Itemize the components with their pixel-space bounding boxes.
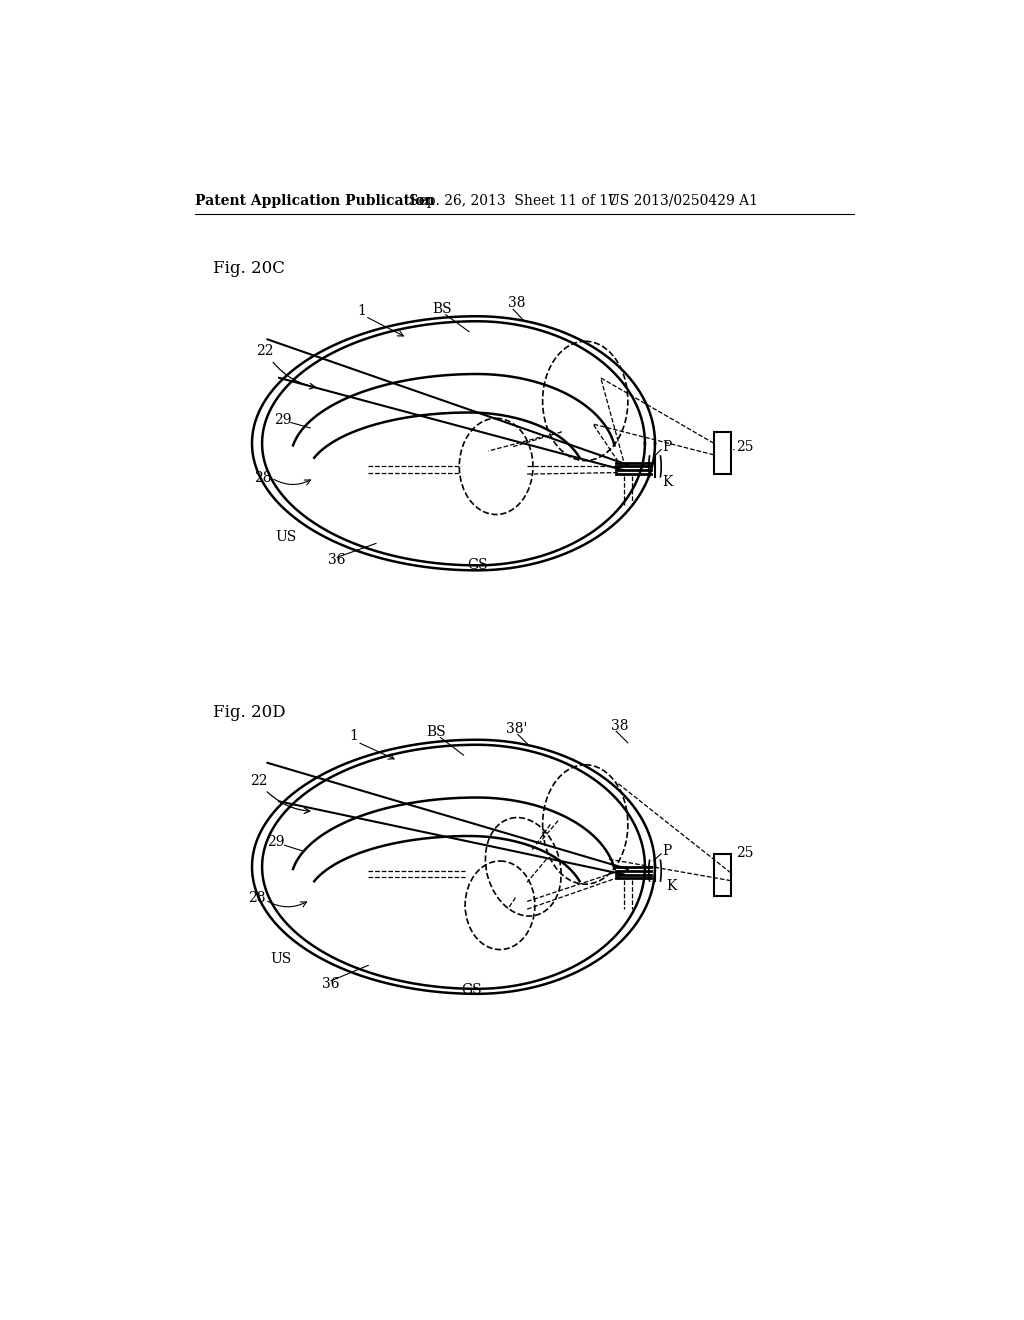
Text: Fig. 20D: Fig. 20D xyxy=(213,705,286,721)
Text: 25: 25 xyxy=(736,846,754,859)
Text: 36: 36 xyxy=(322,977,339,991)
Text: GS: GS xyxy=(461,983,482,997)
Text: BS: BS xyxy=(426,725,446,739)
Text: 29: 29 xyxy=(273,413,291,428)
Text: US 2013/0250429 A1: US 2013/0250429 A1 xyxy=(608,194,759,207)
Text: 38: 38 xyxy=(508,296,525,310)
Text: GS: GS xyxy=(467,558,488,572)
Text: Patent Application Publication: Patent Application Publication xyxy=(196,194,435,207)
Text: P: P xyxy=(663,845,672,858)
Text: Fig. 20C: Fig. 20C xyxy=(213,260,285,277)
Text: 28: 28 xyxy=(248,891,265,904)
Text: US: US xyxy=(275,531,297,544)
Text: 1: 1 xyxy=(349,729,357,743)
Text: 25: 25 xyxy=(736,440,754,454)
Text: 22: 22 xyxy=(251,774,268,788)
Text: P: P xyxy=(663,440,672,454)
Text: US: US xyxy=(270,952,291,966)
Text: BS: BS xyxy=(432,302,453,317)
Text: 22: 22 xyxy=(256,345,273,358)
Bar xyxy=(714,854,731,896)
Text: 28: 28 xyxy=(254,471,271,484)
Bar xyxy=(714,432,731,474)
Text: 38': 38' xyxy=(506,722,527,737)
Text: K: K xyxy=(667,879,677,894)
Text: 36: 36 xyxy=(328,553,345,568)
Text: 29: 29 xyxy=(267,836,285,849)
Text: K: K xyxy=(663,475,673,488)
Text: 38: 38 xyxy=(611,719,629,733)
Text: 1: 1 xyxy=(357,304,367,318)
Text: Sep. 26, 2013  Sheet 11 of 17: Sep. 26, 2013 Sheet 11 of 17 xyxy=(409,194,616,207)
